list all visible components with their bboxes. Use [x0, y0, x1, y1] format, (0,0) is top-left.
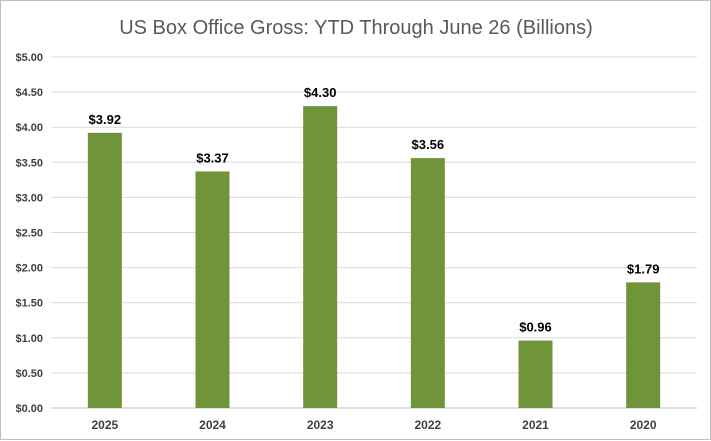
- x-tick-label: 2021: [522, 418, 549, 432]
- bar-2022: [410, 158, 445, 408]
- data-label-2022: $3.56: [412, 137, 445, 152]
- y-tick-label: $3.50: [15, 157, 43, 169]
- y-tick-label: $1.00: [15, 333, 43, 345]
- y-tick-label: $4.00: [15, 122, 43, 134]
- bar-2023: [303, 106, 338, 408]
- y-tick-label: $4.50: [15, 87, 43, 99]
- y-tick-label: $0.00: [15, 403, 43, 415]
- bar-2025: [87, 132, 122, 409]
- x-tick-label: 2020: [630, 418, 657, 432]
- y-tick-label: $1.50: [15, 298, 43, 310]
- y-tick-label: $5.00: [15, 52, 43, 64]
- data-label-2020: $1.79: [627, 261, 660, 276]
- y-tick-label: $0.50: [15, 368, 43, 380]
- bar-2021: [518, 340, 553, 408]
- data-labels: $3.92 $3.37 $4.30 $3.56 $0.96 $1.79: [89, 85, 660, 334]
- x-tick-label: 2025: [91, 418, 118, 432]
- y-tick-label: $3.00: [15, 192, 43, 204]
- bar-2024: [195, 171, 230, 408]
- x-axis-ticks: 2025 2024 2023 2022 2021 2020: [91, 418, 656, 432]
- data-label-2021: $0.96: [519, 320, 552, 335]
- bar-2020: [626, 282, 661, 408]
- data-label-2025: $3.92: [89, 112, 122, 127]
- y-tick-label: $2.00: [15, 263, 43, 275]
- x-tick-label: 2024: [199, 418, 226, 432]
- x-tick-label: 2023: [307, 418, 334, 432]
- gridlines: [51, 56, 697, 409]
- x-tick-label: 2022: [414, 418, 441, 432]
- y-axis-ticks: $0.00 $0.50 $1.00 $1.50 $2.00 $2.50 $3.00 $3.50…: [15, 52, 43, 415]
- data-label-2024: $3.37: [196, 150, 229, 165]
- chart-title: US Box Office Gross: YTD Through June 26…: [119, 17, 593, 39]
- bars: [87, 106, 661, 409]
- y-tick-label: $2.50: [15, 228, 43, 240]
- data-label-2023: $4.30: [304, 85, 337, 100]
